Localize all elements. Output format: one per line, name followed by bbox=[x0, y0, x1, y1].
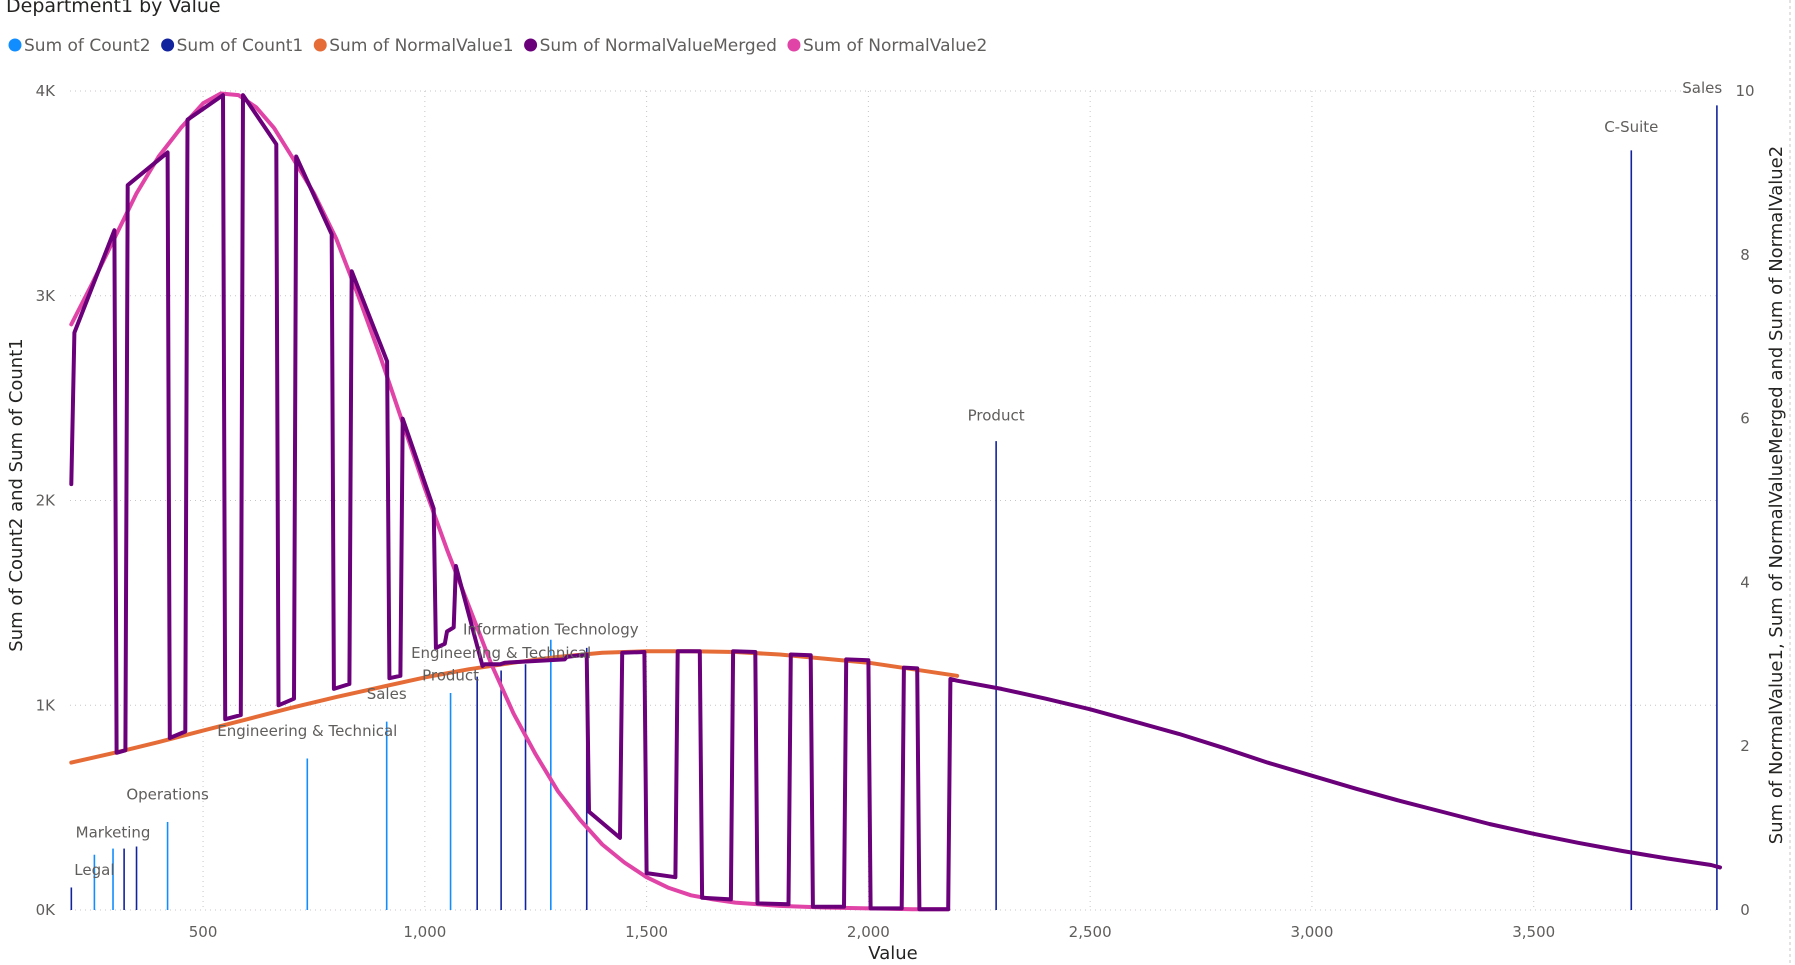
bar-data-label: Product bbox=[422, 667, 479, 685]
y-right-axis-ticks: 0 2 4 6 8 10 bbox=[1735, 82, 1754, 919]
x-tick-label: 1,500 bbox=[625, 923, 668, 941]
y-left-tick-label: 4K bbox=[36, 82, 57, 100]
chart-title: Department1 by Value bbox=[6, 0, 221, 17]
y-left-tick-label: 1K bbox=[36, 696, 57, 714]
legend-marker-3 bbox=[524, 38, 538, 52]
bar-data-label: Engineering & Technical bbox=[411, 644, 591, 662]
y-left-tick-label: 3K bbox=[36, 287, 57, 305]
legend-label-1: Sum of Count1 bbox=[177, 36, 304, 56]
y-left-axis-title: Sum of Count2 and Sum of Count1 bbox=[6, 338, 27, 651]
x-axis-ticks: 500 1,000 1,500 2,000 2,500 3,000 3,500 bbox=[189, 923, 1555, 941]
x-tick-label: 1,000 bbox=[403, 923, 446, 941]
bar-data-label: Sales bbox=[1682, 79, 1722, 97]
x-tick-label: 2,500 bbox=[1069, 923, 1112, 941]
normal-value1-line bbox=[69, 649, 960, 765]
legend-marker-2 bbox=[313, 38, 327, 52]
bar-data-label: Marketing bbox=[76, 823, 151, 841]
y-left-tick-label: 2K bbox=[36, 492, 57, 510]
gridlines bbox=[70, 90, 1720, 911]
bar-data-label: Legal bbox=[74, 861, 114, 879]
y-left-axis-ticks: 0K 1K 2K 3K 4K bbox=[36, 82, 57, 919]
legend-marker-4 bbox=[787, 38, 801, 52]
y-right-tick-label: 6 bbox=[1740, 410, 1750, 428]
legend-marker-0 bbox=[8, 38, 22, 52]
y-right-axis-title: Sum of NormalValue1, Sum of NormalValueM… bbox=[1766, 146, 1787, 844]
legend-marker-1 bbox=[161, 38, 175, 52]
series-lines bbox=[69, 91, 1722, 912]
legend-label-0: Sum of Count2 bbox=[24, 36, 151, 56]
y-right-tick-label: 8 bbox=[1740, 246, 1750, 264]
y-right-tick-label: 4 bbox=[1740, 573, 1750, 591]
legend-label-4: Sum of NormalValue2 bbox=[803, 36, 987, 56]
y-left-tick-label: 0K bbox=[36, 901, 57, 919]
x-tick-label: 2,000 bbox=[847, 923, 890, 941]
bar-data-label: Sales bbox=[367, 685, 407, 703]
bar-data-label: Product bbox=[968, 407, 1025, 425]
data-labels: Legal Marketing Operations Engineering & Te… bbox=[74, 79, 1722, 879]
x-tick-label: 500 bbox=[189, 923, 218, 941]
x-tick-label: 3,000 bbox=[1290, 923, 1333, 941]
bar-data-label: Information Technology bbox=[463, 621, 639, 639]
y-right-tick-label: 10 bbox=[1735, 82, 1754, 100]
legend-label-3: Sum of NormalValueMerged bbox=[540, 36, 777, 56]
x-axis-title: Value bbox=[868, 943, 917, 964]
normal-value-merged-line bbox=[69, 93, 1722, 912]
bar-data-label: Engineering & Technical bbox=[217, 722, 397, 740]
bar-data-label: C-Suite bbox=[1604, 118, 1658, 136]
bars bbox=[70, 105, 1718, 910]
y-right-tick-label: 2 bbox=[1740, 737, 1750, 755]
y-right-tick-label: 0 bbox=[1740, 901, 1750, 919]
legend[interactable]: Sum of Count2 Sum of Count1 Sum of NormalV… bbox=[8, 36, 988, 56]
legend-label-2: Sum of NormalValue1 bbox=[329, 36, 513, 56]
x-tick-label: 3,500 bbox=[1512, 923, 1555, 941]
bar-data-label: Operations bbox=[126, 785, 209, 803]
